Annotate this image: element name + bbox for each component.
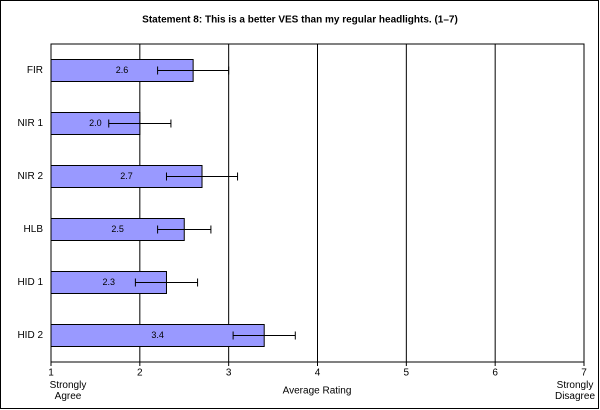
y-tick-label: NIR 2 [17,171,43,182]
chart-title: Statement 8: This is a better VES than m… [142,15,458,26]
value-label: 2.7 [120,171,133,181]
x-tick-label: 6 [492,368,498,379]
x-tick-label: 5 [404,368,410,379]
value-label: 2.0 [89,118,102,128]
value-label: 3.4 [151,330,164,340]
y-tick-label: HLB [24,224,44,235]
value-label: 2.3 [102,277,115,287]
x-tick-label: 3 [226,368,232,379]
y-tick-label: FIR [27,65,43,76]
x-tick-label: 1 [48,368,54,379]
x-tick-label: 7 [581,368,587,379]
y-tick-label: HID 2 [17,330,43,341]
value-label: 2.6 [116,65,129,75]
x-axis-label: Average Rating [283,386,352,397]
y-tick-label: NIR 1 [17,118,43,129]
annotation: Strongly Disagree [554,380,596,402]
annotation: Strongly Agree [49,380,87,402]
x-tick-label: 2 [137,368,143,379]
x-tick-label: 4 [315,368,321,379]
y-tick-label: HID 1 [17,277,43,288]
value-label: 2.5 [111,224,124,234]
